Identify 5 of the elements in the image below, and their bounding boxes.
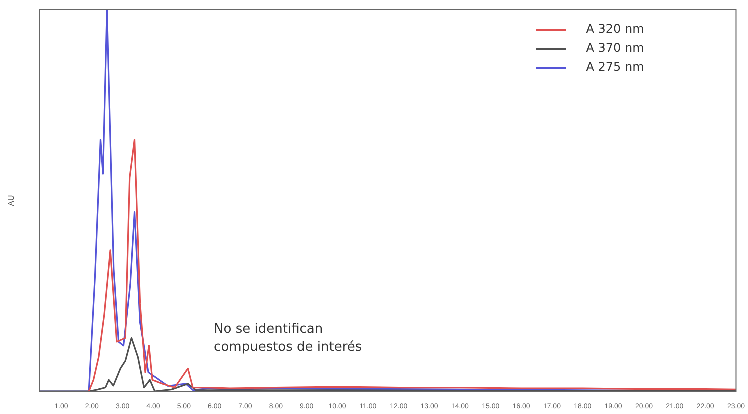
y-axis-title: AU (7, 195, 16, 206)
legend-label: A 320 nm (586, 22, 644, 36)
legend-label: A 275 nm (586, 60, 644, 74)
legend-label: A 370 nm (586, 41, 644, 56)
annotation: No se identifican compuestos de interés (214, 322, 362, 355)
